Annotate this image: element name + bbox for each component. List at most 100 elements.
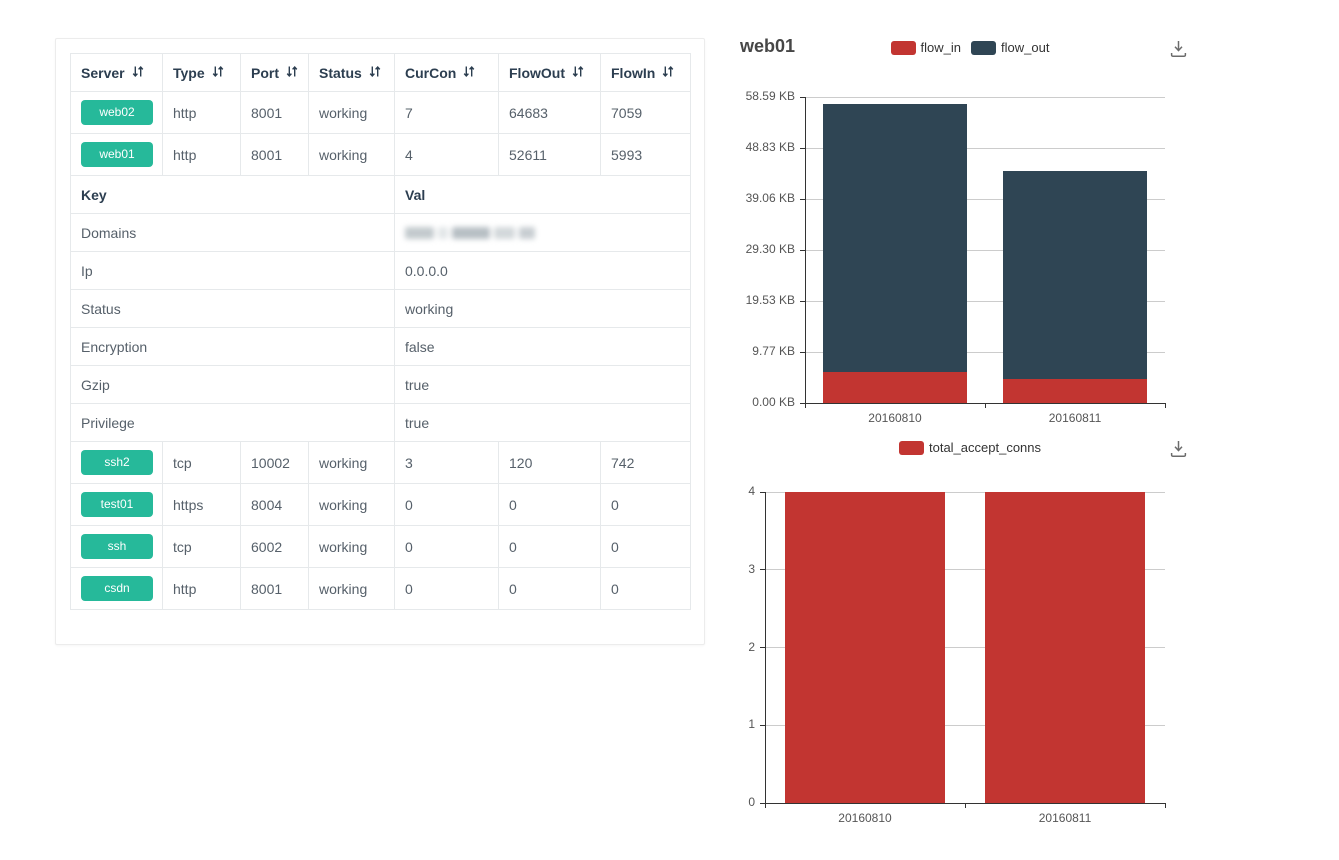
- detail-value: true: [394, 365, 691, 404]
- detail-key: Privilege: [70, 403, 395, 442]
- cell-flowout: 52611: [498, 133, 601, 176]
- detail-row: Encryption false: [70, 327, 691, 366]
- cell-flowout: 0: [498, 483, 601, 526]
- download-icon[interactable]: [1170, 440, 1188, 458]
- conns-chart: total_accept_conns 0 1 2 3 4 20160810 20160811: [730, 430, 1210, 840]
- sort-icon: [286, 65, 298, 81]
- y-axis-tick: [800, 249, 805, 251]
- y-axis-tick: [760, 724, 765, 726]
- column-label: Type: [173, 64, 205, 81]
- bar-flow_out[interactable]: [823, 104, 967, 373]
- y-axis-label: 39.06 KB: [745, 191, 795, 205]
- gridline: [765, 569, 1165, 571]
- x-axis-label: 20160810: [838, 811, 892, 825]
- column-header-type[interactable]: Type: [162, 53, 241, 92]
- y-axis-tick: [800, 402, 805, 404]
- column-header-port[interactable]: Port: [240, 53, 309, 92]
- x-axis-tick: [804, 403, 806, 408]
- y-axis-label: 4: [748, 484, 755, 498]
- sort-icon: [463, 65, 475, 81]
- cell-flowin: 0: [600, 567, 691, 610]
- server-table: Server Type Port Status CurCon FlowOut F…: [70, 53, 691, 610]
- gridline: [765, 647, 1165, 648]
- cell-flowin: 7059: [600, 91, 691, 134]
- x-axis-line: [805, 403, 1166, 404]
- server-badge[interactable]: ssh2: [81, 450, 153, 475]
- bar-flow_out[interactable]: [1003, 171, 1147, 379]
- detail-key: Ip: [70, 251, 395, 290]
- x-axis-tick: [964, 803, 966, 808]
- y-axis-tick: [760, 491, 765, 493]
- legend-item-total-accept-conns[interactable]: total_accept_conns: [898, 440, 1042, 455]
- y-axis-tick: [760, 647, 765, 648]
- column-header-flowin[interactable]: FlowIn: [600, 53, 691, 92]
- y-axis-tick: [760, 569, 765, 571]
- server-badge[interactable]: web01: [81, 142, 153, 167]
- detail-row: Status working: [70, 289, 691, 328]
- y-axis-line: [765, 492, 766, 803]
- sort-icon: [662, 65, 674, 81]
- y-axis-tick: [800, 351, 805, 353]
- column-header-curcon[interactable]: CurCon: [394, 53, 499, 92]
- cell-curcon: 3: [394, 441, 499, 484]
- detail-value: [394, 213, 691, 252]
- legend-item-flow-out[interactable]: flow_out: [971, 40, 1049, 55]
- legend-item-flow-in[interactable]: flow_in: [890, 40, 961, 55]
- y-axis-label: 48.83 KB: [745, 140, 795, 154]
- y-axis-line: [805, 97, 806, 403]
- detail-val-header: Val: [394, 175, 691, 214]
- cell-port: 8004: [240, 483, 309, 526]
- x-axis-label: 20160811: [1038, 811, 1092, 825]
- cell-status: working: [308, 525, 395, 568]
- download-icon[interactable]: [1170, 40, 1188, 58]
- column-label: Port: [251, 64, 279, 81]
- cell-curcon: 0: [394, 525, 499, 568]
- cell-status: working: [308, 441, 395, 484]
- x-axis-line: [765, 803, 1166, 804]
- cell-type: http: [162, 91, 241, 134]
- cell-status: working: [308, 133, 395, 176]
- server-badge[interactable]: csdn: [81, 576, 153, 601]
- cell-port: 8001: [240, 567, 309, 610]
- bar-flow_in[interactable]: [823, 372, 967, 403]
- server-badge[interactable]: ssh: [81, 534, 153, 559]
- y-axis-label: 3: [748, 561, 755, 576]
- chart-legend: total_accept_conns: [730, 440, 1210, 455]
- server-badge[interactable]: test01: [81, 492, 153, 517]
- bar-total_accept_conns[interactable]: [785, 492, 945, 803]
- y-axis-label: 2: [748, 639, 755, 654]
- column-header-server[interactable]: Server: [70, 53, 163, 92]
- cell-flowout: 0: [498, 567, 601, 610]
- cell-type: https: [162, 483, 241, 526]
- y-axis-tick: [800, 198, 805, 200]
- detail-key: Domains: [70, 213, 395, 252]
- table-row: test01 https 8004 working 0 0 0: [70, 483, 691, 526]
- bar-total_accept_conns[interactable]: [985, 492, 1145, 803]
- cell-flowout: 0: [498, 525, 601, 568]
- legend-label: total_accept_conns: [928, 440, 1042, 455]
- table-row: ssh tcp 6002 working 0 0 0: [70, 525, 691, 568]
- server-badge[interactable]: web02: [81, 100, 153, 125]
- cell-port: 6002: [240, 525, 309, 568]
- y-axis-label: 19.53 KB: [745, 293, 795, 307]
- column-header-flowout[interactable]: FlowOut: [498, 53, 601, 92]
- bar-flow_in[interactable]: [1003, 378, 1147, 403]
- column-header-status[interactable]: Status: [308, 53, 395, 92]
- column-label: Status: [319, 64, 362, 81]
- detail-value: false: [394, 327, 691, 366]
- cell-flowout: 120: [498, 441, 601, 484]
- column-label: FlowIn: [611, 64, 656, 81]
- cell-flowin: 5993: [600, 133, 691, 176]
- gridline: [805, 96, 1165, 98]
- gridline: [765, 724, 1165, 726]
- y-axis-tick: [800, 300, 805, 302]
- table-row: csdn http 8001 working 0 0 0: [70, 567, 691, 610]
- cell-curcon: 4: [394, 133, 499, 176]
- sort-icon: [132, 65, 144, 81]
- y-axis-label: 1: [748, 717, 755, 732]
- chart-title: web01: [740, 36, 796, 56]
- chart-legend: flow_in flow_out: [730, 40, 1210, 55]
- y-axis-tick: [800, 147, 805, 149]
- x-axis-tick: [1164, 803, 1166, 808]
- x-axis-tick: [764, 803, 766, 808]
